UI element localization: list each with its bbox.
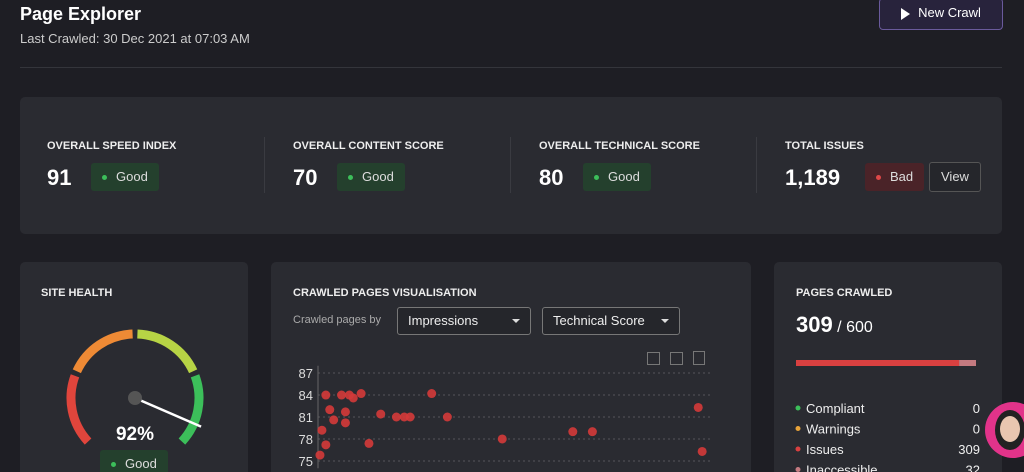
gauge-hub [128,391,142,405]
gauge-arc [137,329,198,374]
status-label: Compliant [806,401,865,416]
gauge-value: 92% [116,424,154,445]
total: / 600 [837,319,873,336]
site-health-panel: SITE HEALTH Good [20,262,248,472]
gauge-arc [66,374,92,445]
point [329,415,339,425]
point [364,438,374,448]
y-tick-label: 75 [299,454,313,469]
y-tick-label: 81 [299,410,313,425]
avatar[interactable] [985,402,1024,458]
point [427,389,437,399]
progress-segment [796,360,960,366]
metric-value: 70 [293,165,318,190]
y-tick-label: 78 [299,432,313,447]
point [391,412,401,422]
point [376,409,386,419]
divider [20,67,1002,68]
select-value: Technical Score [553,313,645,328]
visualisation-panel: CRAWLED PAGES VISUALISATION Crawled page… [271,262,751,472]
y-select[interactable]: Technical Score [542,307,680,335]
status: Good [608,169,640,184]
point [321,390,331,400]
point [497,434,507,444]
y-tick-label: 87 [299,366,313,381]
tool-icon[interactable] [670,352,683,365]
status: Good [125,456,157,471]
point [442,412,452,422]
page-title: Page Explorer [20,4,142,24]
status-label: Inaccessible [806,463,878,472]
crawled-count: 309 / 600 [796,312,873,338]
status-value: 0 [973,401,980,416]
status-dot [795,426,801,431]
metric-label: OVERALL TECHNICAL SCORE [539,140,700,152]
status: Good [116,169,148,184]
status-badge: Good [100,450,168,472]
point [340,407,350,417]
metric-label: TOTAL ISSUES [785,140,864,152]
panel-title: SITE HEALTH [41,287,113,299]
point [344,390,354,400]
status: Good [362,169,394,184]
metric-label: OVERALL SPEED INDEX [47,140,177,152]
point [356,389,366,399]
y-tick-label: 84 [299,388,313,403]
status-value: 32 [966,463,980,472]
gauge-needle [134,396,202,428]
pages-crawled-panel: PAGES CRAWLED 309 / 600 [774,262,1002,472]
x-select[interactable]: Impressions [397,307,531,335]
tool-icon[interactable] [693,351,705,365]
gauge-arc [178,374,204,445]
panel-title: CRAWLED PAGES VISUALISATION [293,287,477,299]
metrics-panel: OVERALL SPEED INDEX 91 Good OVERALL CONT… [20,97,1002,234]
point [337,390,347,400]
point [405,412,415,422]
tool-icon[interactable] [647,352,660,365]
point [340,418,350,428]
point [697,446,707,456]
metric-label: OVERALL CONTENT SCORE [293,140,444,152]
status-dot [795,405,801,411]
status: Bad [890,169,914,184]
status-label: Issues [806,442,844,457]
status-value: 0 [973,422,980,437]
metric-value: 91 [47,165,72,190]
point [325,405,335,415]
point [568,427,578,437]
status-badge: Good [583,163,651,191]
select-value: Impressions [408,313,479,328]
crawled: 309 [796,312,833,337]
point [693,402,703,412]
select-caption: Crawled pages by [293,314,382,326]
view-button[interactable]: View [929,162,981,192]
panel-title: PAGES CRAWLED [796,287,893,299]
gauge-arc [72,329,133,374]
last-crawled: Last Crawled: 30 Dec 2021 at 07:03 AM [20,31,250,46]
metric-value: 1,189 [785,165,841,190]
metric-value: 80 [539,165,564,190]
status-value: 309 [958,442,980,457]
progress-segment [959,360,976,366]
point [315,450,325,460]
status-label: Warnings [806,422,861,437]
new-crawl-button[interactable]: New Crawl [879,0,1003,30]
status-badge: Good [91,163,159,191]
point [321,440,331,450]
status-badge: Good [337,163,405,191]
status-dot [795,467,801,472]
status-dot [795,446,801,452]
status-badge: Bad [865,163,925,191]
button-label: New Crawl [918,5,981,20]
point [587,427,597,437]
point [317,425,327,435]
